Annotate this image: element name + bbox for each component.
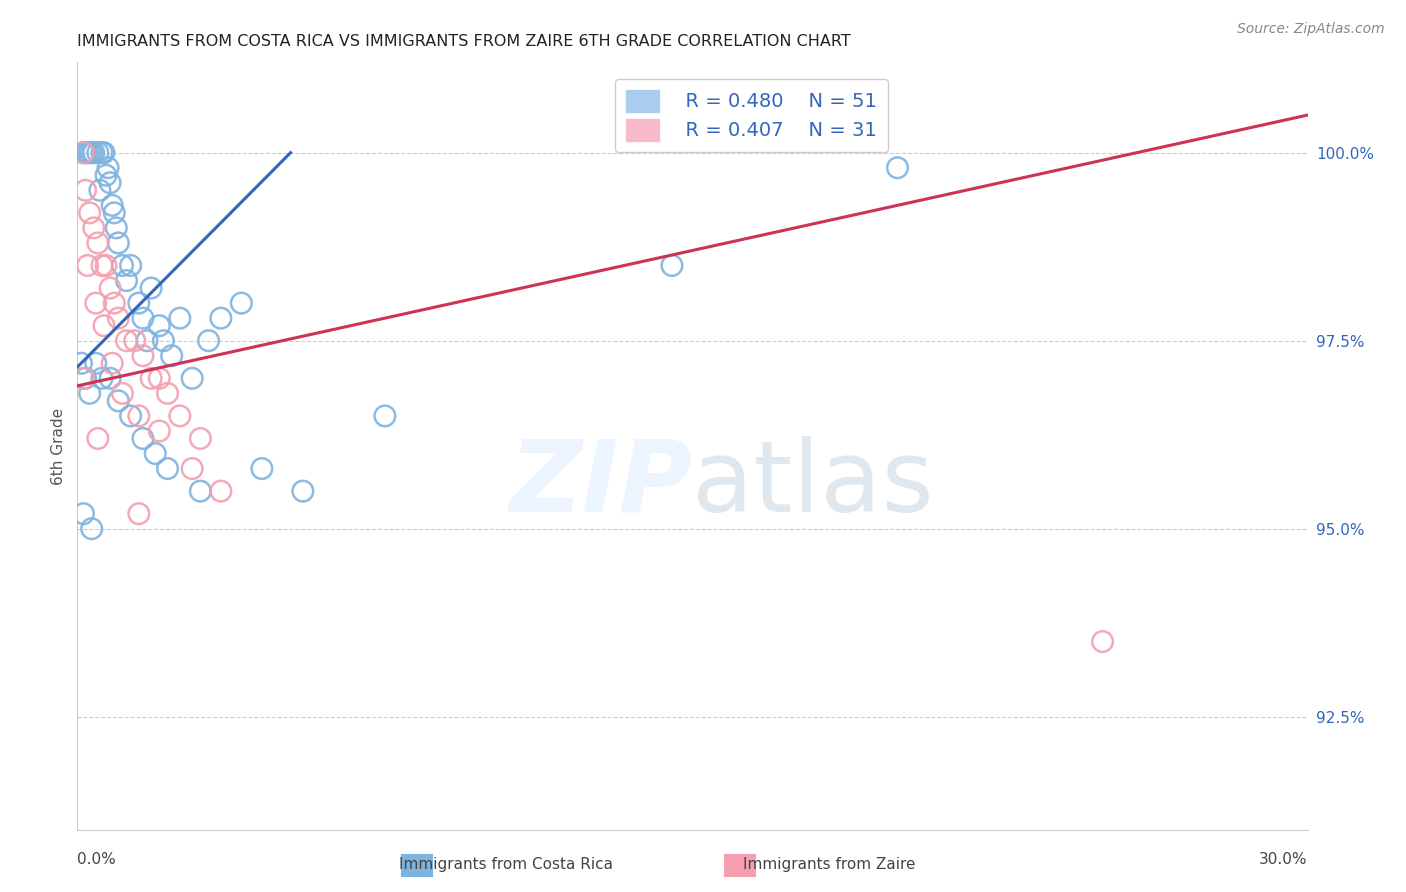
Point xyxy=(84,296,107,310)
Point xyxy=(141,371,163,385)
Point xyxy=(83,220,105,235)
Point xyxy=(98,176,121,190)
Text: atlas: atlas xyxy=(693,436,934,533)
Point xyxy=(94,168,117,182)
Point xyxy=(84,356,107,370)
Point xyxy=(120,259,142,273)
Point xyxy=(115,274,138,288)
Point xyxy=(80,522,103,536)
Text: 0.0%: 0.0% xyxy=(77,852,117,867)
Point xyxy=(132,311,155,326)
Point xyxy=(132,349,155,363)
Point xyxy=(136,334,159,348)
Point xyxy=(111,259,134,273)
Point xyxy=(148,424,170,438)
Point xyxy=(97,161,120,175)
Point xyxy=(79,206,101,220)
Point xyxy=(90,259,114,273)
Point xyxy=(75,183,97,197)
Point xyxy=(72,145,94,160)
Text: ZIP: ZIP xyxy=(509,436,693,533)
Point xyxy=(148,371,170,385)
Point xyxy=(101,198,124,212)
Point xyxy=(94,259,117,273)
Point xyxy=(72,145,94,160)
Point xyxy=(209,484,232,499)
Point xyxy=(291,484,314,499)
Point xyxy=(98,281,121,295)
Point xyxy=(143,446,166,460)
Point xyxy=(374,409,396,423)
Point xyxy=(107,393,129,408)
Point xyxy=(87,432,110,446)
Point xyxy=(103,296,125,310)
Legend:   R = 0.480    N = 51,   R = 0.407    N = 31: R = 0.480 N = 51, R = 0.407 N = 31 xyxy=(616,79,887,152)
Point xyxy=(107,235,129,250)
Point xyxy=(87,145,110,160)
Point xyxy=(90,145,114,160)
Point xyxy=(72,371,94,385)
Point xyxy=(661,259,683,273)
Point xyxy=(181,461,204,475)
Text: IMMIGRANTS FROM COSTA RICA VS IMMIGRANTS FROM ZAIRE 6TH GRADE CORRELATION CHART: IMMIGRANTS FROM COSTA RICA VS IMMIGRANTS… xyxy=(77,34,851,49)
Point xyxy=(105,220,128,235)
Point xyxy=(98,371,121,385)
Point xyxy=(169,311,191,326)
Point xyxy=(188,432,212,446)
Point xyxy=(124,334,146,348)
Point xyxy=(75,145,97,160)
Point xyxy=(132,432,155,446)
Point xyxy=(231,296,253,310)
Point xyxy=(93,145,115,160)
Point xyxy=(152,334,174,348)
Point xyxy=(148,318,170,333)
Point xyxy=(156,461,179,475)
Point xyxy=(128,507,150,521)
Point xyxy=(76,145,98,160)
Point xyxy=(160,349,183,363)
Point xyxy=(156,386,179,401)
Text: Immigrants from Zaire: Immigrants from Zaire xyxy=(744,857,915,872)
Point xyxy=(111,386,134,401)
Point xyxy=(181,371,204,385)
Point xyxy=(89,183,111,197)
Point xyxy=(80,145,103,160)
Point xyxy=(90,371,114,385)
Point xyxy=(209,311,232,326)
Point xyxy=(250,461,273,475)
Point xyxy=(87,235,110,250)
Point xyxy=(1091,634,1114,648)
Point xyxy=(79,145,101,160)
Point xyxy=(197,334,219,348)
Point xyxy=(188,484,212,499)
Point xyxy=(93,318,115,333)
Point xyxy=(70,356,93,370)
Text: Immigrants from Costa Rica: Immigrants from Costa Rica xyxy=(399,857,613,872)
Point xyxy=(83,145,105,160)
Point xyxy=(115,334,138,348)
Point xyxy=(79,386,101,401)
Point xyxy=(886,161,908,175)
Point xyxy=(76,259,98,273)
Point xyxy=(141,281,163,295)
Y-axis label: 6th Grade: 6th Grade xyxy=(51,408,66,484)
Point xyxy=(128,409,150,423)
Point xyxy=(101,356,124,370)
Text: Source: ZipAtlas.com: Source: ZipAtlas.com xyxy=(1237,22,1385,37)
Text: 30.0%: 30.0% xyxy=(1260,852,1308,867)
Point xyxy=(169,409,191,423)
Point xyxy=(107,311,129,326)
Point xyxy=(72,507,94,521)
Point xyxy=(75,371,97,385)
Point xyxy=(120,409,142,423)
Point xyxy=(103,206,125,220)
Point xyxy=(128,296,150,310)
